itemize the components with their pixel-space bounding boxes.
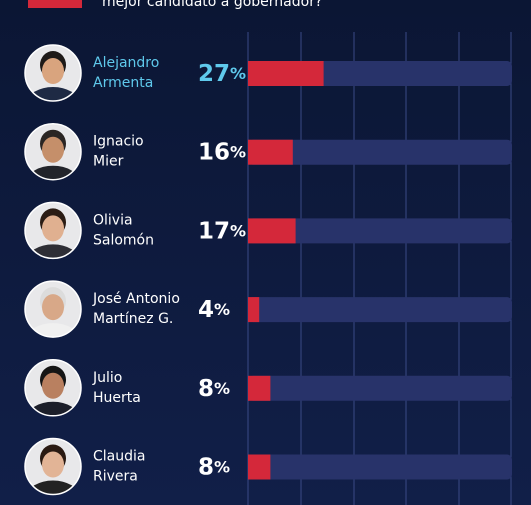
avatar-body [27, 401, 79, 416]
row: José Antonio Martínez G. 4% [24, 280, 512, 338]
bar [248, 139, 293, 165]
value-label: 16% [198, 139, 246, 165]
candidate-name: Ignacio [93, 134, 144, 150]
candidate-name: Claudia [93, 449, 145, 465]
candidate-name: Salomón [93, 232, 154, 248]
candidate-name: José Antonio [92, 291, 180, 307]
avatar-ring [24, 201, 82, 260]
bar [248, 297, 260, 323]
bar-track [248, 454, 512, 480]
avatar-face [42, 215, 64, 242]
bar-track [248, 139, 512, 165]
avatar-ring [24, 437, 82, 496]
bar-track [248, 375, 512, 401]
vertical-guides [247, 32, 512, 505]
avatar-body [27, 480, 79, 495]
avatar-photo [25, 123, 81, 180]
avatar [24, 201, 82, 260]
bar-track [248, 218, 512, 244]
avatar [24, 44, 82, 102]
avatar-ring [24, 359, 82, 417]
avatar-face [42, 136, 64, 163]
avatar-photo [25, 202, 81, 259]
avatar-body [27, 244, 79, 259]
avatar-face [42, 294, 64, 321]
avatar-face [42, 372, 64, 399]
value-label: 27% [198, 61, 246, 87]
avatar-face [42, 58, 64, 84]
avatar [24, 280, 82, 338]
candidate-name: Armenta [93, 75, 153, 91]
row: Olivia Salomón 17% [24, 201, 512, 260]
avatar-body [27, 165, 79, 180]
avatar [24, 437, 82, 496]
bar [248, 375, 271, 401]
avatar [24, 122, 82, 181]
avatar [24, 359, 82, 417]
candidate-name: Martínez G. [93, 311, 173, 327]
avatar-face [42, 451, 64, 478]
row: Ignacio Mier 16% [24, 122, 512, 181]
candidate-name: Alejandro [93, 55, 159, 71]
candidate-name: Julio [92, 370, 122, 386]
avatar-ring [24, 280, 82, 338]
bar [248, 454, 271, 480]
value-label: 17% [198, 218, 246, 244]
candidate-name: Mier [93, 154, 124, 170]
header-badge [28, 0, 82, 8]
value-label: 4% [198, 297, 230, 323]
avatar-ring [24, 122, 82, 181]
avatar-photo [25, 359, 81, 416]
row: Alejandro Armenta 27% [24, 44, 512, 102]
bar [248, 61, 324, 86]
avatar-photo [25, 438, 81, 495]
avatar-photo [25, 281, 81, 338]
candidate-name: Huerta [93, 390, 141, 406]
avatar-photo [25, 45, 81, 101]
value-label: 8% [198, 375, 230, 401]
candidate-name: Rivera [93, 469, 138, 485]
value-label: 8% [198, 454, 230, 480]
avatar-ring [24, 44, 82, 102]
subtitle: mejor candidato a gobernador? [102, 0, 322, 10]
row: Claudia Rivera 8% [24, 437, 512, 496]
avatar-body [27, 87, 79, 101]
bar-track [248, 297, 512, 323]
bar [248, 218, 296, 244]
avatar-body [27, 323, 79, 338]
candidate-name: Olivia [93, 212, 133, 228]
row: Julio Huerta 8% [24, 359, 512, 417]
